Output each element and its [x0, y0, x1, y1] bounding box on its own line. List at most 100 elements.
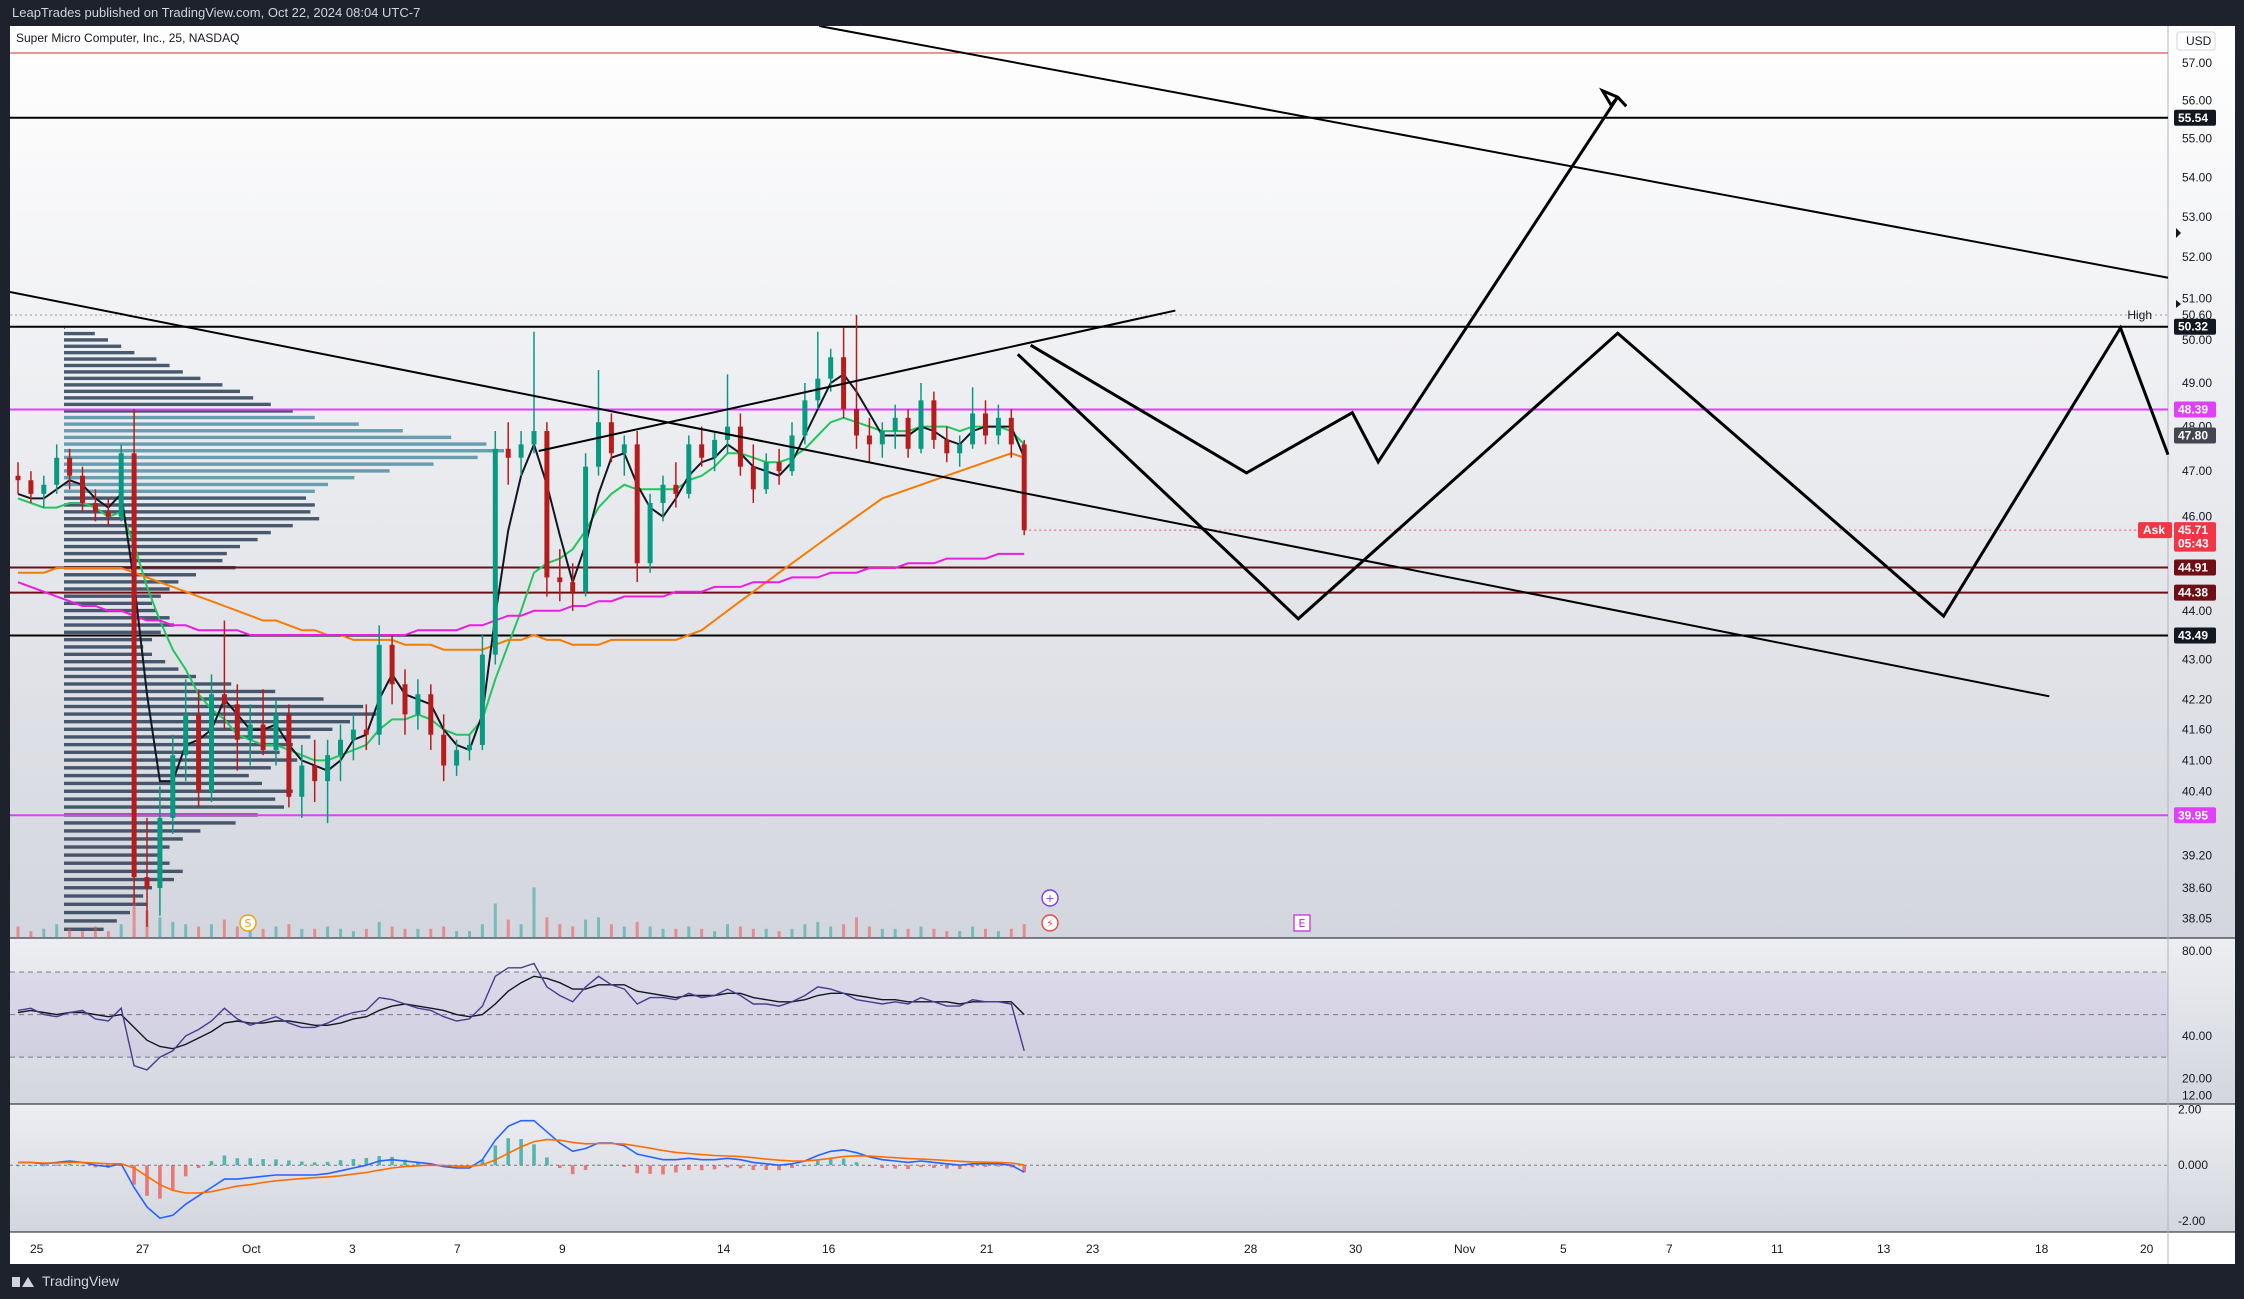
volume-profile-row	[64, 630, 161, 635]
macd-histogram-bar	[29, 1165, 33, 1167]
volume-profile-row	[64, 719, 350, 724]
volume-profile-row	[64, 389, 240, 394]
candle-body	[196, 714, 202, 792]
candle-body	[531, 431, 537, 445]
macd-tick-label: -2.00	[2178, 1214, 2206, 1228]
publish-text: LeapTrades published on TradingView.com,…	[12, 5, 421, 20]
candle-body	[144, 877, 150, 889]
volume-profile-row	[64, 623, 174, 627]
rsi-pane-bg	[10, 938, 2235, 1104]
volume-profile-row	[64, 697, 324, 701]
drawings	[10, 26, 2170, 698]
volume-bar	[81, 931, 84, 938]
volume-profile-row	[64, 797, 276, 801]
macd-histogram-bar	[274, 1159, 278, 1166]
price-tick-label: 44.00	[2182, 604, 2212, 618]
candle-body	[183, 714, 189, 756]
macd-histogram-bar	[854, 1162, 859, 1166]
macd-tick-label: 0.000	[2178, 1158, 2208, 1172]
trendline-rising-support	[538, 309, 1176, 452]
candle-body	[54, 457, 60, 485]
event-markers[interactable]: S + ⚡ E	[239, 889, 1311, 932]
volume-profile-row	[64, 861, 170, 865]
macd-histogram-bar	[570, 1165, 575, 1175]
volume-bar	[351, 931, 355, 938]
price-tag-label: 39.95	[2178, 808, 2208, 822]
candle-body	[325, 755, 331, 782]
volume-bar	[622, 926, 626, 938]
volume-profile-row	[64, 422, 359, 426]
volume-bar	[958, 931, 962, 938]
time-axis[interactable]: 25 27 Oct 3 7 9 14 16 21 23 28 30 Nov 5 7 11 13 18 20	[30, 1242, 2154, 1256]
price-tag-label: 45.71	[2178, 523, 2208, 537]
price-tick-label: 50.60	[2182, 308, 2212, 322]
volume-profile-row	[64, 551, 227, 556]
candle-body	[221, 694, 227, 705]
macd-histogram-bar	[558, 1165, 562, 1168]
volume-profile-row	[64, 616, 170, 620]
macd-histogram-bar	[803, 1165, 807, 1167]
chart-canvas[interactable]: 57.0056.0055.0054.0053.0052.0051.0050.60…	[10, 26, 2235, 1264]
candle-body	[995, 417, 1001, 436]
macd-histogram-bar	[132, 1165, 136, 1185]
volume-bar	[42, 928, 46, 938]
volume-bar	[738, 926, 742, 938]
candle-body	[170, 755, 176, 818]
volume-profile-row	[64, 503, 315, 507]
price-tag-box	[2174, 627, 2216, 644]
macd-histogram-bar	[312, 1162, 317, 1166]
volume-profile-row	[64, 357, 157, 361]
volume-bar	[248, 928, 252, 938]
volume-profile-row	[64, 338, 108, 342]
volume-bar	[171, 921, 175, 938]
rsi-tick-label: 80.00	[2182, 944, 2212, 958]
volume-profile-row	[64, 781, 262, 786]
volume-profile-row	[64, 331, 95, 336]
candle-body	[80, 475, 85, 503]
candle-body	[634, 444, 640, 564]
candle-body	[879, 431, 885, 445]
tradingview-logo[interactable]: TradingView	[12, 1264, 119, 1299]
time-tick-label: 14	[717, 1242, 731, 1256]
volume-bar	[210, 924, 213, 938]
volume-bar	[29, 931, 33, 938]
volume-profile-row	[64, 530, 271, 535]
price-tag-box	[2174, 427, 2216, 444]
price-tick-label: 52.00	[2182, 250, 2212, 264]
time-tick-label: 5	[1560, 1242, 1567, 1256]
volume-bar	[700, 928, 704, 938]
candle-body	[983, 413, 988, 436]
time-tick-label: 27	[136, 1242, 150, 1256]
volume-bar	[184, 924, 188, 938]
chart-frame[interactable]: 57.00 56.00 55.00 54.00 53.00 52.00 51.00 50.60…	[10, 26, 2235, 1264]
macd-histogram-bar	[957, 1165, 962, 1170]
volume-bar	[274, 926, 278, 938]
macd-histogram-bar	[222, 1155, 227, 1166]
candle-body	[905, 417, 911, 449]
time-tick-label: 25	[30, 1242, 44, 1256]
earnings-marker-icon	[1293, 914, 1311, 932]
macd-pane-bg	[10, 1104, 2235, 1232]
volume-bar	[971, 926, 975, 938]
time-tick-label: 9	[559, 1242, 566, 1256]
volume-bar	[106, 931, 110, 938]
candle-body	[479, 654, 485, 745]
candle-body	[441, 734, 447, 766]
ma-magenta-line	[17, 552, 1025, 636]
volume-profile-row	[64, 496, 306, 500]
volume-bar	[197, 926, 201, 938]
macd-histogram-bar	[338, 1160, 343, 1166]
macd-histogram-bar	[42, 1165, 46, 1167]
volume-profile-row	[64, 919, 117, 923]
volume-bar	[429, 928, 433, 938]
volume-profile-row	[64, 489, 315, 493]
volume-bar	[674, 928, 678, 938]
price-tick-label: 55.00	[2182, 131, 2212, 145]
currency-box[interactable]	[2176, 31, 2216, 51]
volume-profile-row	[64, 544, 240, 549]
price-axis[interactable]: 57.00 56.00 55.00 54.00 53.00 52.00 51.00 50.60…	[2127, 56, 2216, 1228]
price-tick-label: 38.05	[2182, 911, 2212, 925]
volume-profile-row	[64, 886, 152, 890]
time-tick-label: 18	[2035, 1242, 2049, 1256]
macd-histogram-bar	[635, 1165, 639, 1174]
